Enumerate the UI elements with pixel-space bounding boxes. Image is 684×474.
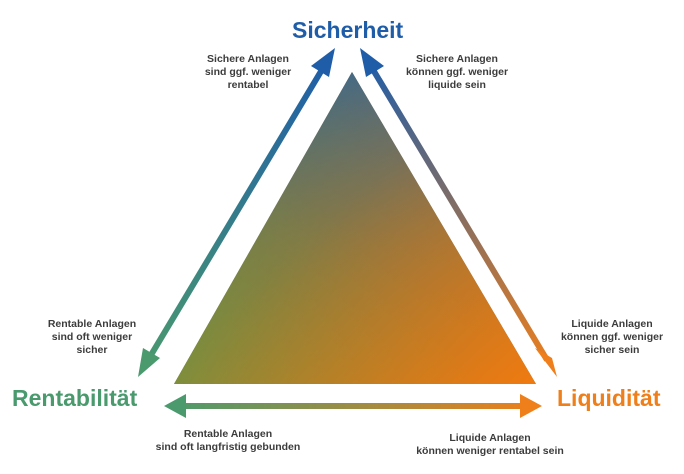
note-line: Liquide Anlagen xyxy=(449,432,531,444)
note-line: sind ggf. weniger xyxy=(204,66,292,78)
note-line: Sichere Anlagen xyxy=(207,53,289,65)
note-line: sind oft langfristig gebunden xyxy=(155,441,301,453)
arrowhead-down-left xyxy=(138,348,160,377)
note-line: liquide sein xyxy=(428,79,486,91)
corner-label-liquiditaet: Liquidität xyxy=(557,385,661,411)
note-line: Sichere Anlagen xyxy=(416,53,498,65)
note-line: sicher sein xyxy=(584,344,640,356)
note-top-left: Sichere Anlagen sind ggf. weniger rentab… xyxy=(188,53,308,92)
corner-label-sicherheit: Sicherheit xyxy=(292,17,404,43)
triangle-orange-layer xyxy=(174,72,536,384)
arrowhead-up-right xyxy=(360,48,384,77)
arrow-rentabilitaet-liquiditaet xyxy=(164,394,542,418)
note-line: können weniger rentabel sein xyxy=(416,445,564,457)
note-bottom-right: Liquide Anlagen können weniger rentabel … xyxy=(400,432,580,458)
arrowhead-down-right xyxy=(535,348,557,377)
note-line: können ggf. weniger xyxy=(560,331,664,343)
corner-label-rentabilitaet: Rentabilität xyxy=(12,385,138,411)
note-top-right: Sichere Anlagen können ggf. weniger liqu… xyxy=(392,53,522,92)
note-line: können ggf. weniger xyxy=(405,66,509,78)
note-mid-left: Rentable Anlagen sind oft weniger sicher xyxy=(36,318,148,357)
note-line: Rentable Anlagen xyxy=(47,318,137,330)
note-line: Rentable Anlagen xyxy=(183,428,273,440)
arrowhead-left xyxy=(164,394,186,418)
arrowhead-up-left xyxy=(311,48,335,77)
arrowhead-right xyxy=(520,394,542,418)
note-line: sind oft weniger xyxy=(51,331,133,343)
note-line: rentabel xyxy=(227,79,269,91)
note-line: Liquide Anlagen xyxy=(571,318,653,330)
note-bottom-left: Rentable Anlagen sind oft langfristig ge… xyxy=(138,428,318,454)
triangle xyxy=(165,62,544,389)
note-mid-right: Liquide Anlagen können ggf. weniger sich… xyxy=(550,318,674,357)
arrow-rentabilitaet-sicherheit xyxy=(138,48,335,377)
note-line: sicher xyxy=(76,344,108,356)
arrow-sicherheit-liquiditaet xyxy=(360,48,557,377)
